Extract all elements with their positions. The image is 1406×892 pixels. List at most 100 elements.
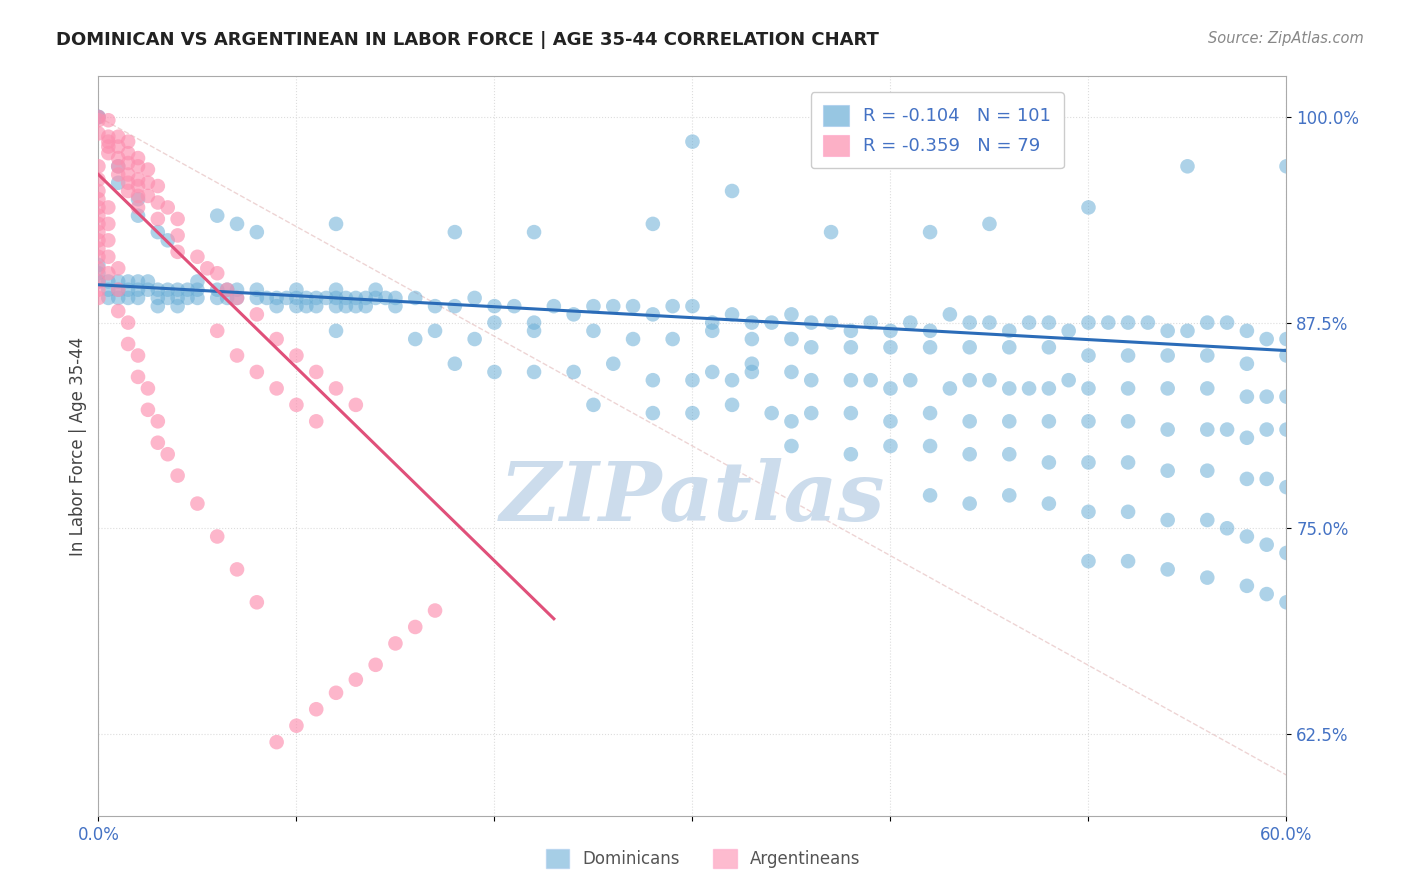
Point [1156, 381, 1178, 395]
Point [97, 139, 120, 153]
Point [87, 283, 110, 297]
Point [136, 275, 159, 289]
Point [325, 381, 347, 395]
Point [146, 211, 169, 226]
Point [721, 398, 744, 412]
Point [1077, 554, 1099, 568]
Point [702, 324, 724, 338]
Point [621, 332, 644, 346]
Point [87, 110, 110, 124]
Point [305, 702, 328, 716]
Point [205, 291, 228, 305]
Point [1197, 513, 1219, 527]
Point [117, 168, 139, 182]
Point [444, 357, 467, 371]
Point [117, 275, 139, 289]
Point [107, 151, 129, 165]
Point [1236, 357, 1258, 371]
Point [226, 217, 249, 231]
Point [205, 283, 228, 297]
Point [117, 316, 139, 330]
Point [1038, 340, 1060, 354]
Point [1256, 390, 1278, 404]
Point [127, 291, 149, 305]
Point [305, 299, 328, 313]
Point [1057, 324, 1080, 338]
Point [1216, 521, 1239, 535]
Point [344, 291, 367, 305]
Point [127, 172, 149, 186]
Point [136, 402, 159, 417]
Point [117, 283, 139, 297]
Point [423, 324, 446, 338]
Point [1197, 423, 1219, 437]
Point [87, 110, 110, 124]
Point [127, 275, 149, 289]
Point [266, 299, 288, 313]
Point [1197, 381, 1219, 395]
Point [1077, 201, 1099, 215]
Point [1156, 464, 1178, 478]
Point [87, 217, 110, 231]
Point [305, 291, 328, 305]
Point [107, 304, 129, 318]
Point [702, 316, 724, 330]
Text: ZIPatlas: ZIPatlas [499, 458, 886, 538]
Point [97, 233, 120, 247]
Point [315, 291, 337, 305]
Point [384, 636, 406, 650]
Point [97, 113, 120, 128]
Point [1156, 423, 1178, 437]
Point [87, 275, 110, 289]
Point [959, 316, 981, 330]
Point [146, 299, 169, 313]
Point [97, 283, 120, 297]
Point [444, 225, 467, 239]
Point [879, 340, 901, 354]
Point [127, 283, 149, 297]
Point [246, 307, 269, 321]
Point [1177, 324, 1199, 338]
Point [186, 497, 208, 511]
Point [127, 189, 149, 203]
Point [959, 497, 981, 511]
Point [998, 488, 1021, 502]
Point [721, 373, 744, 387]
Point [1275, 159, 1298, 173]
Point [1156, 513, 1178, 527]
Point [1256, 472, 1278, 486]
Point [107, 176, 129, 190]
Point [959, 340, 981, 354]
Point [87, 275, 110, 289]
Point [107, 129, 129, 144]
Point [97, 146, 120, 161]
Point [1097, 316, 1119, 330]
Text: Source: ZipAtlas.com: Source: ZipAtlas.com [1208, 31, 1364, 46]
Point [1256, 423, 1278, 437]
Point [1038, 497, 1060, 511]
Point [166, 211, 188, 226]
Point [998, 324, 1021, 338]
Point [285, 291, 308, 305]
Point [285, 398, 308, 412]
Legend: Dominicans, Argentineans: Dominicans, Argentineans [538, 842, 868, 875]
Point [146, 435, 169, 450]
Point [582, 299, 605, 313]
Point [384, 299, 406, 313]
Point [107, 291, 129, 305]
Point [146, 179, 169, 194]
Point [602, 357, 624, 371]
Point [256, 291, 278, 305]
Point [325, 324, 347, 338]
Point [87, 225, 110, 239]
Point [562, 307, 585, 321]
Point [898, 373, 921, 387]
Point [87, 266, 110, 280]
Point [226, 291, 249, 305]
Point [117, 184, 139, 198]
Point [176, 283, 198, 297]
Point [217, 283, 239, 297]
Point [87, 291, 110, 305]
Point [1077, 505, 1099, 519]
Point [166, 228, 188, 243]
